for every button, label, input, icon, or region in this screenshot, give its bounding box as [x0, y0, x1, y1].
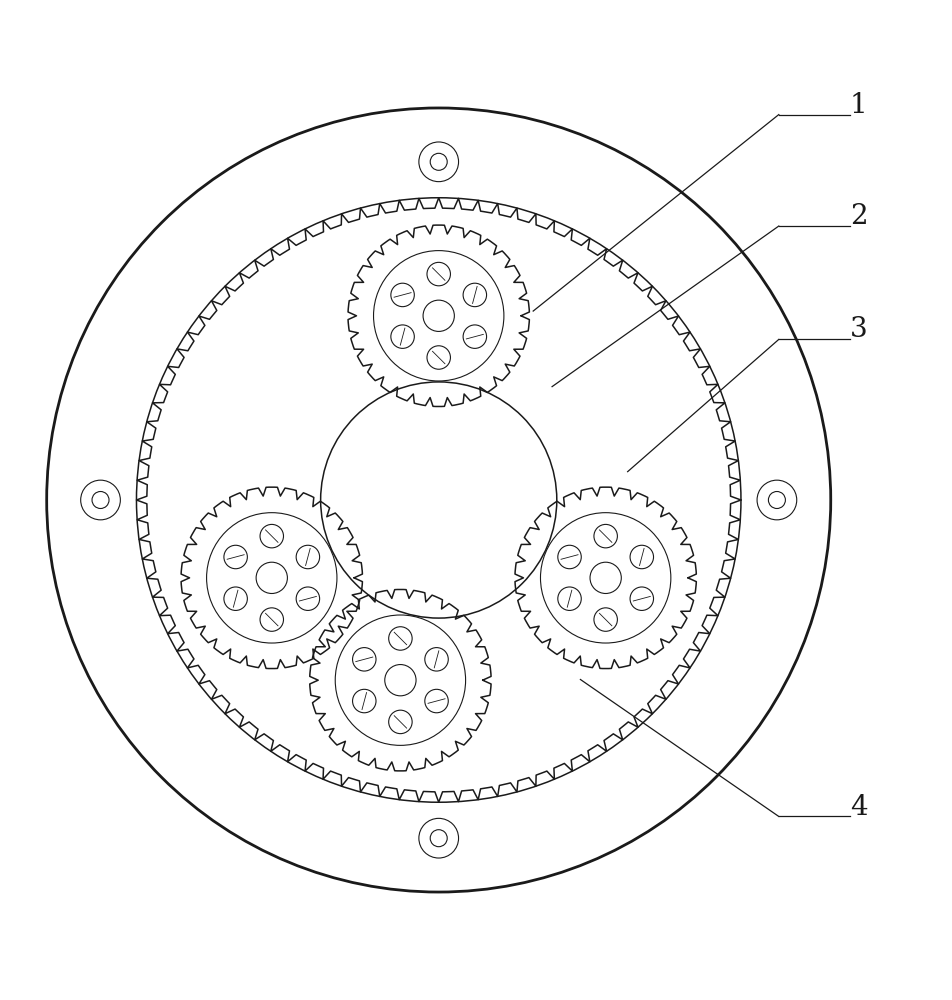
Text: 1: 1: [849, 92, 866, 119]
Text: 3: 3: [849, 316, 866, 343]
Text: 2: 2: [849, 203, 866, 230]
Text: 4: 4: [849, 794, 866, 821]
